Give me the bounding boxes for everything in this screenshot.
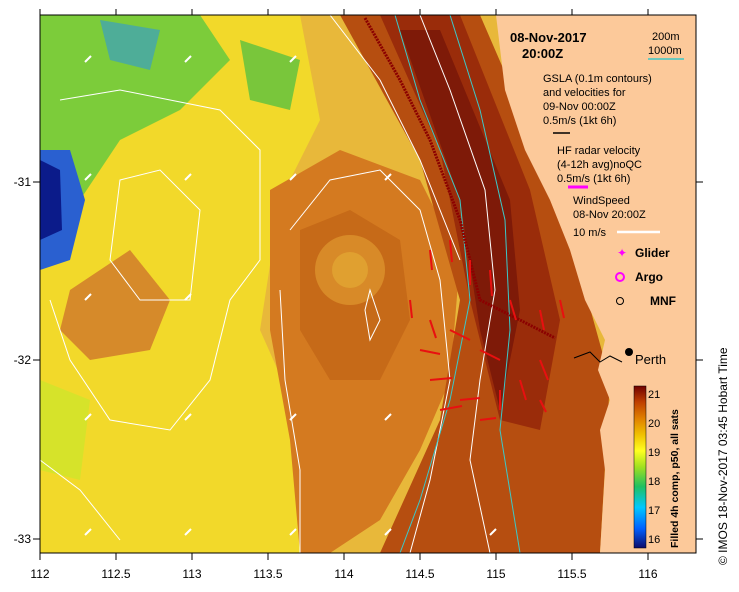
- gsla-contours: [40, 15, 461, 553]
- colorbar-tick: 19: [648, 447, 660, 459]
- y-axis-labels: -31 -32 -33: [14, 175, 32, 546]
- x-tick-label: 115.5: [557, 567, 586, 581]
- hf-radar-arrows: [409, 239, 565, 421]
- copyright-label: © IMOS 18-Nov-2017 03:45 Hobart Time: [716, 347, 730, 565]
- colorbar-tick: 17: [648, 505, 660, 517]
- y-tick-label: -32: [14, 353, 32, 367]
- x-tick-label: 116: [638, 567, 657, 581]
- y-tick-label: -33: [14, 532, 32, 546]
- gsla-legend-scale: 0.5m/s (1kt 6h): [543, 115, 616, 127]
- argo-marker-icon: [615, 272, 625, 282]
- colorbar-tick: 20: [648, 418, 660, 430]
- x-tick-marks: [39, 9, 649, 560]
- map-time: 20:00Z: [522, 46, 563, 61]
- gsla-legend-line2: and velocities for: [543, 87, 626, 99]
- colorbar-tick: 16: [648, 534, 660, 546]
- wind-legend-line1: WindSpeed: [573, 195, 630, 207]
- glider-legend-label: Glider: [635, 246, 670, 260]
- y-tick-marks: [33, 181, 703, 540]
- x-tick-label: 115: [486, 567, 505, 581]
- depth-legend-1000m: 1000m: [648, 45, 682, 57]
- wind-legend-scale: 10 m/s: [573, 227, 607, 239]
- gsla-legend-line1: GSLA (0.1m contours): [543, 73, 652, 85]
- colorbar-tick: 18: [648, 476, 660, 488]
- y-tick-label: -31: [14, 175, 32, 189]
- wind-legend-line2: 08-Nov 20:00Z: [573, 209, 646, 221]
- swan-river-outline: [573, 351, 623, 363]
- depth-legend-200m: 200m: [652, 31, 680, 43]
- wind-arrows: [84, 55, 497, 536]
- plot-frame: [39, 14, 697, 554]
- hf-legend-line2: (4-12h avg)noQC: [557, 159, 642, 171]
- glider-track: [363, 17, 556, 340]
- x-tick-label: 113.5: [253, 567, 282, 581]
- city-label: Perth: [635, 352, 666, 367]
- x-tick-label: 114.5: [405, 567, 434, 581]
- map-date: 08-Nov-2017: [510, 30, 587, 45]
- depth-contours: [394, 15, 521, 553]
- x-tick-label: 112: [30, 567, 49, 581]
- perth-location-icon: [625, 348, 633, 356]
- colorbar-gradient: [633, 385, 647, 549]
- glider-marker-icon: ✦: [617, 246, 627, 260]
- colorbar-ticks: 21 20 19 18 17 16: [648, 389, 660, 546]
- colorbar-label: Filled 4h comp, p50, all sats: [669, 409, 681, 548]
- gsla-legend-line3: 09-Nov 00:00Z: [543, 101, 616, 113]
- sst-field: [40, 15, 696, 553]
- colorbar-tick: 21: [648, 389, 660, 401]
- hf-legend-scale: 0.5m/s (1kt 6h): [557, 173, 630, 185]
- x-axis-labels: 112 112.5 113 113.5 114 114.5 115 115.5 …: [30, 567, 657, 581]
- argo-legend-label: Argo: [635, 270, 663, 284]
- hf-legend-line1: HF radar velocity: [557, 145, 641, 157]
- mnf-legend-label: MNF: [650, 294, 676, 308]
- x-tick-label: 112.5: [101, 567, 130, 581]
- x-tick-label: 113: [182, 567, 201, 581]
- x-tick-label: 114: [334, 567, 353, 581]
- mnf-marker-icon: [616, 297, 624, 305]
